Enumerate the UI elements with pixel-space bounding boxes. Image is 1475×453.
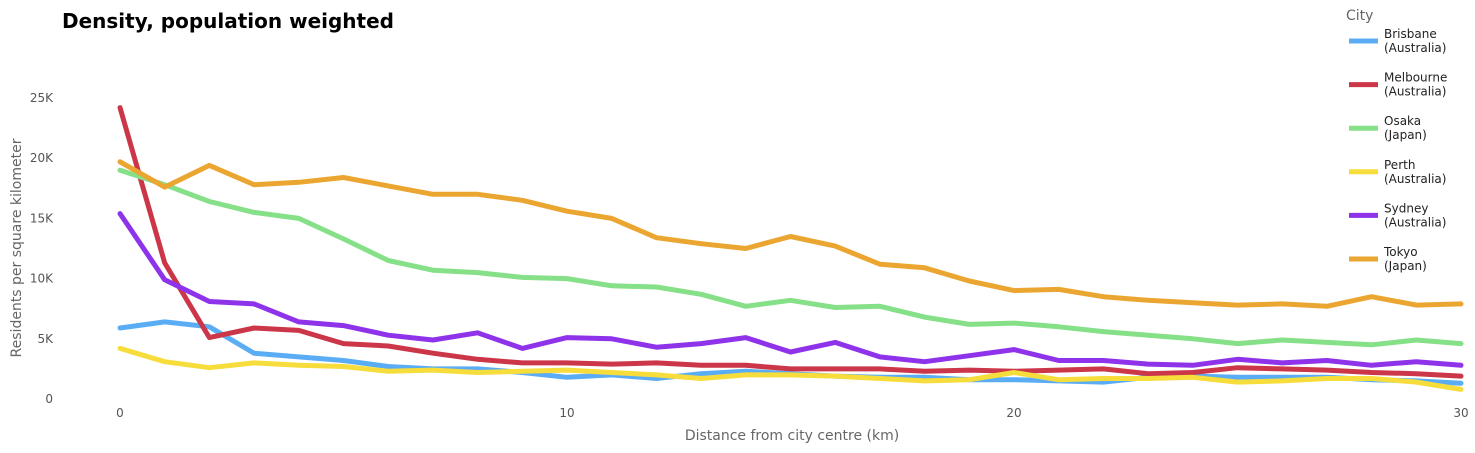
legend-label: (Japan) — [1384, 128, 1427, 142]
legend-label: (Japan) — [1384, 259, 1427, 273]
legend-label: Tokyo — [1383, 245, 1418, 259]
series-line-osaka — [117, 167, 1464, 348]
x-axis-title: Distance from city centre (km) — [685, 428, 899, 444]
y-tick-label: 0 — [45, 392, 53, 406]
y-tick-label: 15K — [30, 211, 54, 225]
x-tick-label: 0 — [116, 406, 124, 420]
legend-title: City — [1346, 8, 1373, 24]
legend-item-sydney[interactable]: Sydney(Australia) — [1349, 201, 1446, 229]
series-lines — [117, 105, 1464, 392]
legend-item-tokyo[interactable]: Tokyo(Japan) — [1349, 245, 1427, 273]
legend-label: (Australia) — [1384, 172, 1446, 186]
y-tick-label: 10K — [30, 272, 54, 286]
legend-label: Perth — [1384, 158, 1415, 172]
x-tick-label: 30 — [1453, 406, 1468, 420]
legend-item-osaka[interactable]: Osaka(Japan) — [1349, 114, 1427, 142]
legend-label: Brisbane — [1384, 27, 1437, 41]
legend-label: (Australia) — [1384, 41, 1446, 55]
y-tick-label: 5K — [37, 332, 54, 346]
y-axis-title: Residents per square kilometer — [9, 138, 25, 357]
legend-label: (Australia) — [1384, 215, 1446, 229]
legend-label: Sydney — [1384, 201, 1428, 215]
x-tick-label: 10 — [559, 406, 574, 420]
x-axis-ticks: 0 10 20 30 — [116, 406, 1468, 420]
legend-item-perth[interactable]: Perth(Australia) — [1349, 158, 1446, 186]
legend-label: Melbourne — [1384, 71, 1447, 85]
legend-label: (Australia) — [1384, 85, 1446, 99]
series-line-melbourne — [117, 105, 1464, 379]
series-line-tokyo — [117, 159, 1464, 309]
y-axis-ticks: 0 5K 10K 15K 20K 25K — [30, 91, 54, 406]
x-tick-label: 20 — [1006, 406, 1021, 420]
legend-label: Osaka — [1384, 114, 1421, 128]
legend-item-brisbane[interactable]: Brisbane(Australia) — [1349, 27, 1446, 55]
legend-item-melbourne[interactable]: Melbourne(Australia) — [1349, 71, 1447, 99]
series-line-perth — [117, 345, 1464, 392]
legend-items: Brisbane(Australia)Melbourne(Australia)O… — [1349, 27, 1447, 273]
series-line-sydney — [117, 211, 1464, 368]
y-tick-label: 20K — [30, 151, 54, 165]
y-tick-label: 25K — [30, 91, 54, 105]
chart-title: Density, population weighted — [62, 9, 394, 33]
legend: City Brisbane(Australia)Melbourne(Austra… — [1346, 8, 1447, 273]
